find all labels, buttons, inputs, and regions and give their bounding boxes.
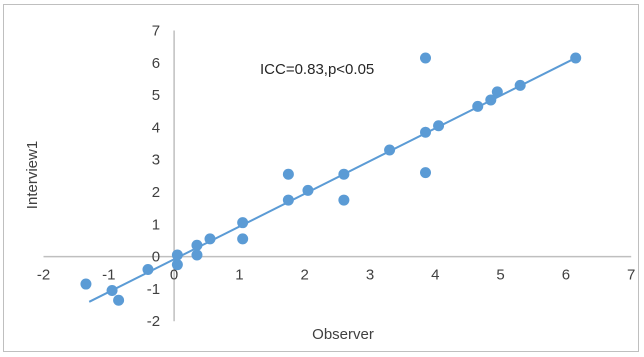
icc-annotation: ICC=0.83,p<0.05 bbox=[260, 61, 374, 78]
y-tick-label: -1 bbox=[147, 281, 160, 298]
data-point bbox=[282, 168, 294, 180]
y-tick-label: -2 bbox=[147, 313, 160, 330]
x-tick-label: 3 bbox=[366, 267, 374, 284]
y-tick-label: 3 bbox=[152, 152, 160, 169]
data-point bbox=[338, 194, 350, 206]
x-tick-label: 0 bbox=[170, 267, 178, 284]
x-tick-labels: -2 -1 0 1 2 3 4 5 6 7 bbox=[37, 267, 636, 284]
data-point bbox=[113, 294, 125, 306]
data-point bbox=[237, 233, 249, 245]
x-tick-label: 1 bbox=[235, 267, 243, 284]
points-layer bbox=[80, 52, 582, 306]
data-point bbox=[171, 249, 183, 261]
x-tick-label: -2 bbox=[37, 267, 50, 284]
data-point bbox=[433, 120, 445, 132]
y-tick-label: 4 bbox=[152, 119, 160, 136]
y-axis-title: Interview1 bbox=[24, 141, 41, 209]
data-point bbox=[80, 278, 92, 290]
trendline bbox=[88, 57, 577, 303]
x-tick-label: 2 bbox=[301, 267, 309, 284]
data-point bbox=[485, 94, 497, 106]
x-tick-label: 4 bbox=[431, 267, 439, 284]
data-point bbox=[384, 144, 396, 156]
y-tick-label: 6 bbox=[152, 55, 160, 72]
x-tick-label: 6 bbox=[562, 267, 570, 284]
y-tick-label: 5 bbox=[152, 87, 160, 104]
y-tick-labels: -2 -1 0 1 2 3 4 5 6 7 bbox=[147, 23, 160, 331]
data-point bbox=[338, 168, 350, 180]
y-tick-label: 0 bbox=[152, 249, 160, 266]
axes bbox=[43, 30, 632, 322]
data-point bbox=[514, 79, 526, 91]
data-point bbox=[142, 264, 154, 276]
data-point bbox=[420, 167, 432, 179]
y-tick-label: 2 bbox=[152, 184, 160, 201]
data-point bbox=[191, 249, 203, 261]
data-point bbox=[491, 86, 503, 98]
data-point bbox=[204, 233, 216, 245]
data-point bbox=[420, 52, 432, 64]
x-tick-label: 7 bbox=[627, 267, 635, 284]
y-tick-label: 1 bbox=[152, 216, 160, 233]
data-point bbox=[106, 285, 118, 297]
x-axis-title: Observer bbox=[312, 326, 374, 343]
data-point bbox=[472, 100, 484, 112]
data-point bbox=[237, 217, 249, 229]
x-tick-label: -1 bbox=[102, 267, 115, 284]
data-point bbox=[570, 52, 582, 64]
trendline-layer bbox=[88, 57, 577, 303]
data-point bbox=[191, 239, 203, 251]
data-point bbox=[171, 259, 183, 271]
data-point bbox=[420, 126, 432, 138]
x-tick-label: 5 bbox=[496, 267, 504, 284]
data-point bbox=[302, 184, 314, 196]
data-point bbox=[282, 194, 294, 206]
y-tick-label: 7 bbox=[152, 23, 160, 40]
